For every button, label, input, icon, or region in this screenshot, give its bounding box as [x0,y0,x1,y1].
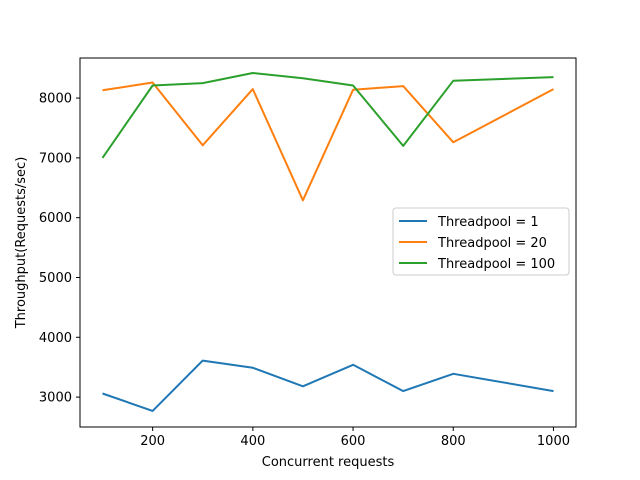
legend-label: Threadpool = 1 [437,215,539,230]
y-tick-label: 4000 [39,331,72,346]
x-tick-label: 800 [441,434,466,449]
y-tick-label: 6000 [39,211,72,226]
series-line-threadpool-1 [102,359,554,412]
series-line-threadpool-20 [102,81,554,202]
x-tick-label: 1000 [537,434,570,449]
series-line-threadpool-100 [101,72,554,159]
y-tick-label: 7000 [39,151,72,166]
y-tick-label: 3000 [39,391,72,406]
x-tick-label: 600 [341,434,366,449]
series-layer [101,72,554,412]
x-axis-ticks: 200 400 600 800 1000 [140,427,570,449]
legend-label: Threadpool = 20 [437,236,547,251]
y-tick-label: 5000 [39,271,72,286]
axes-frame [79,57,577,428]
x-tick-label: 400 [240,434,265,449]
x-axis-label: Concurrent requests [262,455,395,470]
legend-label: Threadpool = 100 [437,257,555,272]
y-tick-label: 8000 [39,92,72,107]
y-axis-ticks: 3000 4000 5000 6000 7000 8000 [39,92,80,406]
legend: Threadpool = 1 Threadpool = 20 Threadpool … [392,207,570,276]
legend-box [392,207,570,276]
y-axis-label: Throughput(Requests/sec) [14,157,29,330]
x-tick-label: 200 [140,434,165,449]
